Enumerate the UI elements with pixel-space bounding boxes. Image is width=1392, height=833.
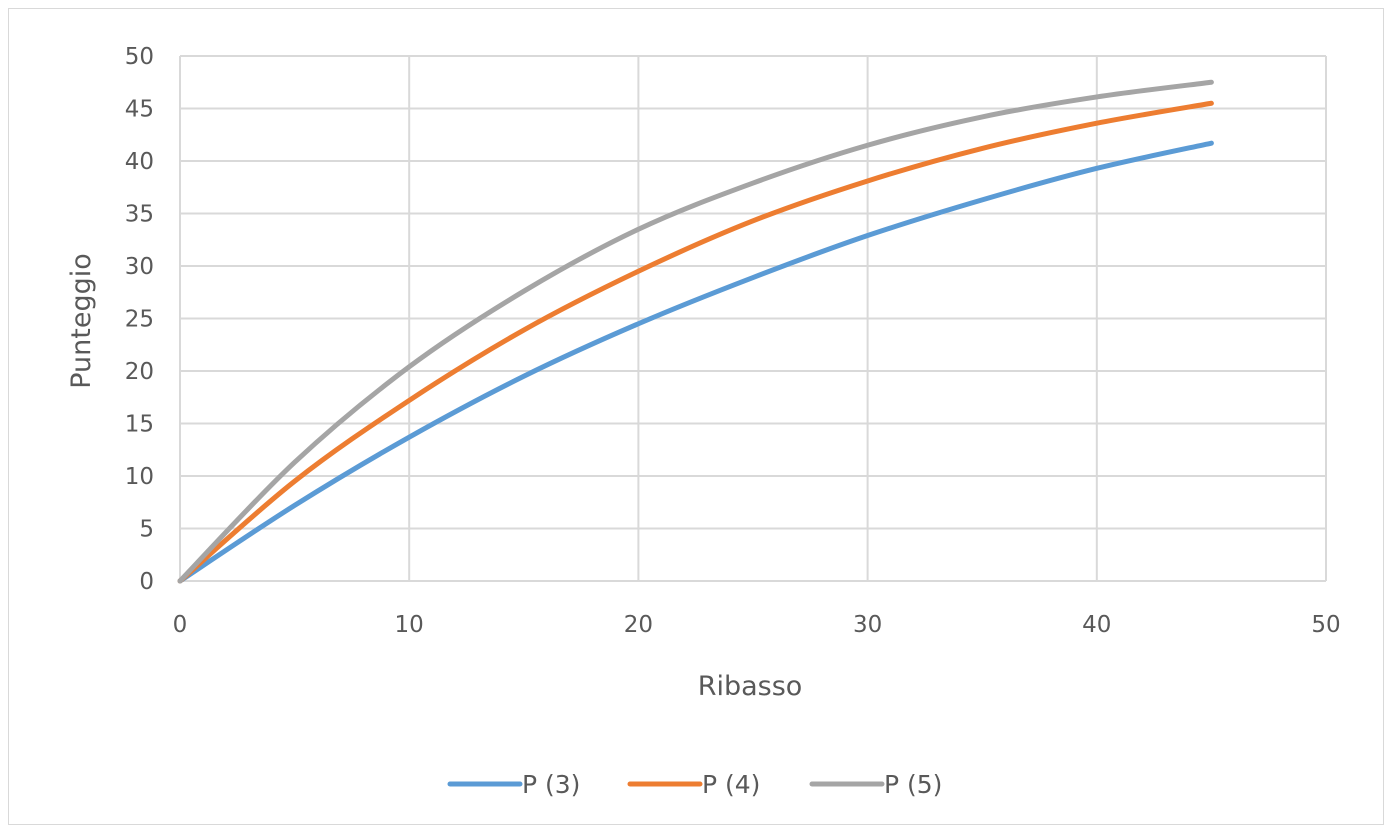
y-axis-ticks: 0 5 10 15 20 25 30 35 40 45 50 (125, 44, 154, 595)
y-tick-label: 25 (125, 307, 154, 333)
x-tick-label: 40 (1082, 612, 1111, 638)
y-tick-label: 5 (139, 517, 154, 543)
y-tick-label: 50 (125, 44, 154, 70)
series-line-p3 (177, 140, 1214, 584)
y-tick-label: 10 (125, 464, 154, 490)
series-lines (177, 79, 1214, 584)
legend-label: P (3) (522, 770, 580, 799)
series-line-p4 (177, 100, 1214, 584)
y-tick-label: 0 (139, 569, 154, 595)
y-tick-label: 35 (125, 202, 154, 228)
x-axis-ticks: 0 10 20 30 40 50 (173, 612, 1341, 638)
line-chart: 0 5 10 15 20 25 30 35 40 45 50 0 10 20 30 40 50 Ribasso… (66, 44, 1341, 799)
x-tick-label: 0 (173, 612, 188, 638)
y-tick-label: 30 (125, 254, 154, 280)
x-axis-title: Ribasso (698, 671, 803, 702)
legend-label: P (4) (702, 770, 760, 799)
x-tick-label: 20 (624, 612, 653, 638)
gridlines (179, 55, 1327, 582)
x-tick-label: 10 (395, 612, 424, 638)
legend-label: P (5) (884, 770, 942, 799)
y-tick-label: 15 (125, 412, 154, 438)
y-tick-label: 20 (125, 359, 154, 385)
series-line-p5 (177, 79, 1214, 584)
legend: P (3) P (4) P (5) (447, 770, 942, 799)
y-axis-title: Punteggio (66, 253, 97, 389)
y-tick-label: 40 (125, 149, 154, 175)
chart-area: 0 5 10 15 20 25 30 35 40 45 50 0 10 20 30 40 50 Ribasso… (8, 8, 1384, 825)
x-tick-label: 50 (1311, 612, 1340, 638)
x-tick-label: 30 (853, 612, 882, 638)
y-tick-label: 45 (125, 97, 154, 123)
